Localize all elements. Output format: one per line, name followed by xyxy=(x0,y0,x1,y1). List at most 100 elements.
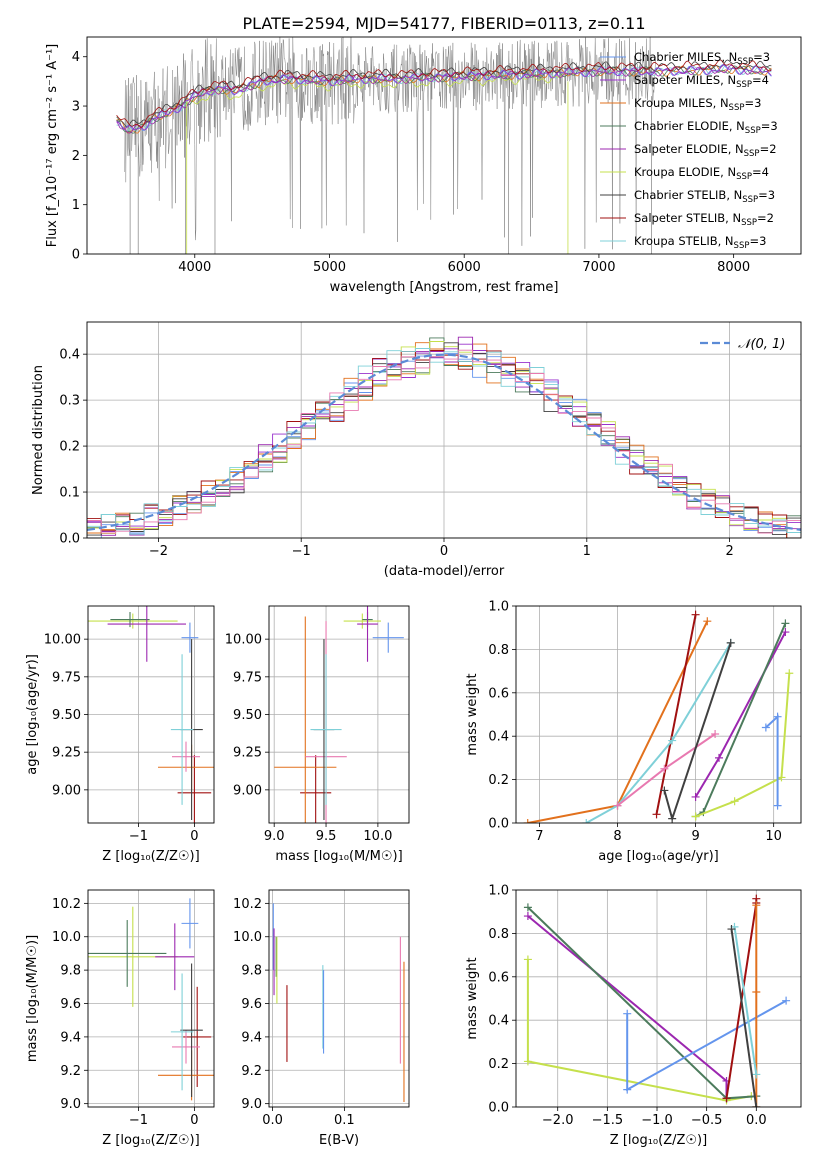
x-tick-label: 2 xyxy=(725,544,733,559)
x-tick-label: −2.0 xyxy=(542,1113,574,1128)
normal-reference-curve xyxy=(87,353,801,531)
weight-marker xyxy=(623,1009,632,1018)
weight-marker xyxy=(523,1057,532,1066)
y-tick-label: 0.0 xyxy=(488,817,509,832)
weight-marker xyxy=(752,1103,761,1107)
y-tick-label: 9.4 xyxy=(60,1030,81,1045)
legend-label: Salpeter STELIB, NSSP=2 xyxy=(634,211,774,228)
y-tick-label: 0 xyxy=(72,248,80,263)
y-tick-label: 10.00 xyxy=(225,633,262,648)
legend-label-text: Salpeter STELIB, N xyxy=(634,211,741,225)
x-axis-label: Z [log₁₀(Z/Z☉)] xyxy=(102,849,199,864)
legend-label-text: Chabrier ELODIE, N xyxy=(634,119,745,133)
legend-label-value: =3 xyxy=(761,119,778,133)
y-tick-label: 0.8 xyxy=(488,927,509,942)
x-tick-label: 0 xyxy=(440,544,448,559)
weight-marker xyxy=(752,1070,761,1079)
x-axis-label: Z [log₁₀(Z/Z☉)] xyxy=(610,1133,707,1148)
y-tick-label: 9.2 xyxy=(60,1064,81,1079)
weight-marker xyxy=(623,1085,632,1094)
y-axis-label: age [log₁₀(age/yr)] xyxy=(25,654,40,775)
weight-marker xyxy=(523,903,532,912)
legend-label-subscript: SSP xyxy=(736,172,752,182)
y-axis-label: Normed distribution xyxy=(31,365,46,495)
x-tick-label: 0.0 xyxy=(262,1113,283,1128)
x-tick-label: 7 xyxy=(535,829,543,844)
model-line-ss xyxy=(116,59,772,129)
legend-label-subscript: SSP xyxy=(742,195,758,205)
legend-label-value: =4 xyxy=(752,165,769,179)
x-axis-label: Z [log₁₀(Z/Z☉)] xyxy=(102,1133,199,1148)
histogram-pink xyxy=(87,349,801,534)
legend-label: Salpeter MILES, NSSP=4 xyxy=(634,73,769,90)
y-tick-label: 0.3 xyxy=(59,394,80,409)
weight-line-cm xyxy=(765,714,779,806)
legend-label-text: Salpeter ELODIE, N xyxy=(634,142,744,156)
y-tick-label: 3 xyxy=(72,100,80,115)
weight-marker xyxy=(752,987,761,996)
weight-marker xyxy=(726,638,735,647)
weight-marker xyxy=(582,819,591,823)
weight-marker xyxy=(691,610,700,619)
plot-area xyxy=(116,37,772,254)
weight-marker xyxy=(730,797,739,806)
y-tick-label: 9.00 xyxy=(233,783,262,798)
weight-marker xyxy=(773,712,782,721)
weight-marker xyxy=(727,925,736,934)
x-tick-label: 9 xyxy=(691,829,699,844)
plot-area xyxy=(88,890,214,1107)
axes-frame xyxy=(86,36,802,255)
y-tick-label: 0.2 xyxy=(488,773,509,788)
plot-area xyxy=(88,606,214,823)
weight-marker xyxy=(691,792,700,801)
x-axis-label: wavelength [Angstrom, rest frame] xyxy=(330,280,559,295)
weight-marker xyxy=(777,773,786,782)
legend-label-value: =2 xyxy=(757,211,774,225)
weight-line-ke xyxy=(695,673,791,818)
legend-label-text: Kroupa STELIB, N xyxy=(634,234,734,248)
x-tick-label: 1 xyxy=(583,544,591,559)
y-tick-label: 9.75 xyxy=(233,670,262,685)
legend-label-value: =4 xyxy=(752,73,769,87)
x-tick-label: 9.5 xyxy=(316,829,337,844)
y-tick-label: 0.6 xyxy=(488,970,509,985)
legend-label: Kroupa STELIB, NSSP=3 xyxy=(634,234,766,251)
age-vs-z-panel: −1 0 9.00 9.25 9.50 9.75 10.00 Z [log₁₀(Z/Z☉)] a… xyxy=(25,605,215,864)
y-tick-label: 0.4 xyxy=(488,730,509,745)
weight-line-ss xyxy=(655,614,697,815)
y-tick-label: 9.50 xyxy=(233,708,262,723)
x-axis-label: (data-model)/error xyxy=(384,564,505,579)
weight-marker xyxy=(773,801,782,810)
legend-label-text: Kroupa ELODIE, N xyxy=(634,165,736,179)
legend-label: Salpeter ELODIE, NSSP=2 xyxy=(634,142,777,159)
x-tick-label: 10.0 xyxy=(363,829,392,844)
plot-area xyxy=(516,890,801,1107)
weight-line-ce xyxy=(527,906,757,1100)
legend-label-value: =2 xyxy=(760,142,777,156)
plot-area xyxy=(269,606,409,823)
y-tick-label: 10.2 xyxy=(233,897,262,912)
legend-label: Kroupa ELODIE, NSSP=4 xyxy=(634,165,769,182)
weight-marker xyxy=(703,617,712,626)
x-tick-label: 4000 xyxy=(178,260,211,275)
x-tick-label: 7000 xyxy=(582,260,615,275)
x-tick-label: −1 xyxy=(129,1113,148,1128)
x-tick-label: −1 xyxy=(129,829,148,844)
y-tick-label: 9.00 xyxy=(52,783,81,798)
y-tick-label: 0.1 xyxy=(59,486,80,501)
axes-frame xyxy=(87,605,215,824)
y-tick-label: 9.6 xyxy=(60,997,81,1012)
weight-marker xyxy=(523,819,532,823)
model-line-cs xyxy=(116,59,772,128)
weight-marker xyxy=(711,730,720,739)
y-tick-label: 9.50 xyxy=(52,708,81,723)
weight-vs-z-panel: −2.0 −1.5 −1.0 −0.5 0.0 0.0 0.2 0.4 0.6 0.8 1.0 Z [… xyxy=(465,884,802,1148)
legend-label-value: =3 xyxy=(753,50,770,64)
y-tick-label: 10.00 xyxy=(44,633,81,648)
weight-marker xyxy=(761,723,770,732)
legend-label-value: =3 xyxy=(758,188,775,202)
x-tick-label: 0.1 xyxy=(334,1113,355,1128)
x-tick-label: 8000 xyxy=(717,260,750,275)
x-tick-label: 0.0 xyxy=(746,1113,767,1128)
legend-label-subscript: SSP xyxy=(736,80,752,90)
